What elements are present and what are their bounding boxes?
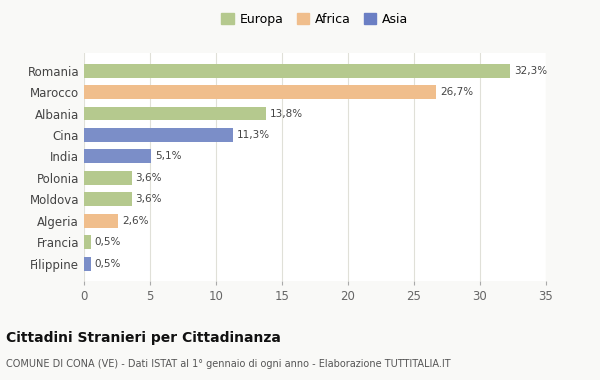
Bar [84,257,91,271]
Bar [84,149,151,163]
Text: 11,3%: 11,3% [237,130,270,140]
Text: 3,6%: 3,6% [136,173,162,183]
Bar [84,128,233,142]
Bar [84,214,118,228]
Bar [84,63,511,78]
Text: 32,3%: 32,3% [514,65,547,76]
Bar [84,106,266,120]
Text: 0,5%: 0,5% [95,238,121,247]
Legend: Europa, Africa, Asia: Europa, Africa, Asia [218,9,412,30]
Bar [84,192,131,206]
Bar [84,171,131,185]
Text: 3,6%: 3,6% [136,195,162,204]
Text: 2,6%: 2,6% [122,216,149,226]
Text: Cittadini Stranieri per Cittadinanza: Cittadini Stranieri per Cittadinanza [6,331,281,345]
Text: 0,5%: 0,5% [95,259,121,269]
Bar [84,235,91,249]
Text: 5,1%: 5,1% [155,152,182,162]
Text: COMUNE DI CONA (VE) - Dati ISTAT al 1° gennaio di ogni anno - Elaborazione TUTTI: COMUNE DI CONA (VE) - Dati ISTAT al 1° g… [6,359,451,369]
Bar [84,85,436,99]
Text: 13,8%: 13,8% [270,109,303,119]
Text: 26,7%: 26,7% [440,87,473,97]
